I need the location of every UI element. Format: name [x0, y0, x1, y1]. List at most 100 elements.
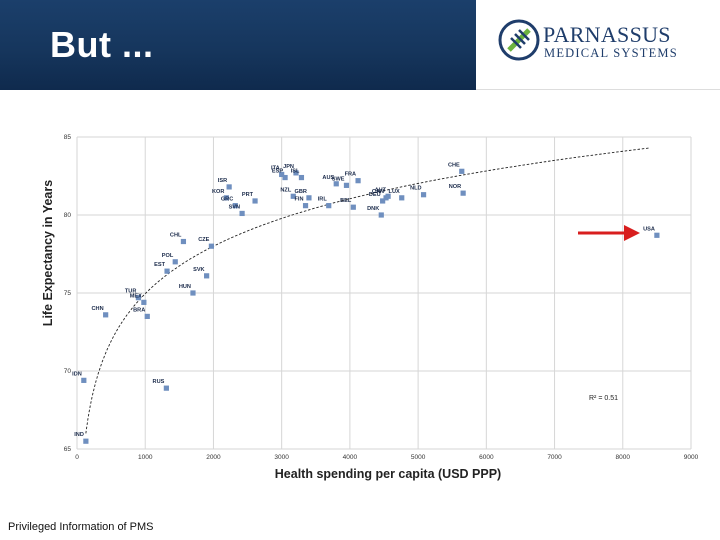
- data-point-fra: [355, 178, 361, 184]
- x-tick-label: 9000: [684, 454, 699, 461]
- point-label-chl: CHL: [170, 233, 182, 239]
- point-label-gbr: GBR: [295, 189, 307, 195]
- dna-helix-icon: [498, 19, 540, 61]
- title-banner: [0, 0, 476, 90]
- point-label-pol: POL: [162, 253, 174, 259]
- point-label-isl: ISL: [291, 169, 300, 175]
- point-label-swe: SWE: [332, 176, 345, 182]
- data-point-irl: [326, 203, 332, 209]
- point-label-fin: FIN: [295, 197, 304, 203]
- slide-title: But ...: [50, 24, 154, 65]
- data-point-nor: [460, 190, 466, 196]
- x-axis-label: Health spending per capita (USD PPP): [275, 467, 501, 481]
- x-tick-label: 5000: [411, 454, 426, 461]
- data-point-isl: [298, 174, 305, 181]
- trendline-layer: [85, 147, 651, 434]
- data-point-mex: [141, 299, 147, 305]
- footer-confidentiality: Privileged Information of PMS: [8, 521, 154, 533]
- gridlines: [76, 136, 692, 450]
- point-label-svn: SVN: [229, 204, 241, 210]
- point-label-deu: DEU: [369, 192, 381, 198]
- point-label-can: CAN: [372, 189, 384, 195]
- data-point-aut: [385, 193, 391, 199]
- data-point-nzl: [290, 193, 296, 199]
- point-label-irl: IRL: [318, 197, 328, 203]
- data-point-ita: [279, 171, 285, 178]
- data-point-deu: [380, 198, 386, 204]
- point-label-chn: CHN: [92, 306, 104, 312]
- point-label-grc: GRC: [221, 197, 233, 203]
- highlight-arrow: [578, 225, 640, 241]
- point-label-svk: SVK: [193, 267, 205, 273]
- point-label-idn: IDN: [72, 371, 82, 377]
- data-point-rus: [163, 385, 169, 391]
- data-point-svk: [204, 273, 210, 279]
- x-tick-label: 2000: [206, 454, 221, 461]
- point-label-aut: AUT: [375, 187, 387, 193]
- r-squared-annotation: R² = 0.51: [589, 395, 618, 402]
- data-point-usa: [654, 232, 660, 238]
- point-label-nld: NLD: [410, 186, 422, 192]
- x-tick-label: 7000: [547, 454, 562, 461]
- point-label-hun: HUN: [179, 284, 191, 290]
- point-label-ind: IND: [74, 432, 84, 438]
- y-tick-label: 85: [64, 134, 72, 141]
- point-label-esp: ESP: [272, 169, 283, 175]
- x-tick-label: 1000: [138, 454, 153, 461]
- y-tick-label: 70: [64, 368, 72, 375]
- data-point-chl: [180, 238, 187, 245]
- point-label-isr: ISR: [218, 178, 227, 184]
- data-points: [81, 168, 660, 444]
- data-point-cze: [208, 243, 214, 249]
- data-point-nld: [420, 192, 427, 198]
- data-point-grc: [232, 203, 238, 209]
- axes: 0 1000 2000 3000 4000 5000 6000 7000 8000 9000 65 7…: [64, 134, 699, 461]
- y-axis-label: Life Expectancy in Years: [41, 180, 55, 326]
- title-divider: [476, 89, 720, 90]
- point-label-bra: BRA: [133, 307, 145, 313]
- data-point-svn: [239, 210, 245, 217]
- data-point-che: [459, 168, 465, 174]
- y-tick-label: 75: [64, 290, 72, 297]
- data-point-ind: [83, 438, 89, 444]
- point-label-dnk: DNK: [367, 206, 379, 212]
- x-tick-label: 8000: [616, 454, 631, 461]
- data-point-chn: [103, 312, 109, 318]
- point-label-fra: FRA: [345, 172, 357, 178]
- data-point-jpn: [293, 170, 299, 176]
- point-label-usa: USA: [643, 226, 655, 232]
- data-point-isr: [226, 184, 232, 190]
- y-tick-label: 80: [64, 212, 72, 219]
- point-label-aus: AUS: [322, 175, 334, 181]
- data-point-bra: [144, 313, 150, 319]
- point-label-nzl: NZL: [280, 187, 291, 193]
- y-tick-label: 65: [64, 446, 72, 453]
- data-point-dnk: [378, 212, 384, 218]
- point-label-cze: CZE: [198, 237, 209, 243]
- x-tick-label: 0: [75, 454, 79, 461]
- data-point-lux: [399, 195, 405, 201]
- point-label-nor: NOR: [449, 184, 461, 190]
- point-label-tur: TUR: [125, 289, 137, 295]
- data-point-idn: [81, 377, 87, 383]
- x-tick-label: 4000: [343, 454, 358, 461]
- data-point-hun: [190, 290, 196, 296]
- point-label-jpn: JPN: [283, 164, 294, 170]
- point-label-kor: KOR: [212, 189, 224, 195]
- logo-wordmark: PARNASSUS: [543, 22, 671, 47]
- data-point-tur: [135, 295, 141, 301]
- data-point-bel: [350, 204, 356, 210]
- data-point-gbr: [306, 195, 312, 201]
- company-logo: PARNASSUS MEDICAL SYSTEMS: [497, 18, 697, 66]
- x-tick-label: 3000: [274, 454, 289, 461]
- point-label-che: CHE: [448, 162, 460, 168]
- data-point-esp: [282, 174, 288, 181]
- point-label-prt: PRT: [242, 192, 254, 198]
- point-label-rus: RUS: [153, 379, 165, 385]
- point-label-mex: MEX: [130, 293, 142, 299]
- x-tick-label: 6000: [479, 454, 494, 461]
- point-label-ita: ITA: [271, 165, 280, 171]
- data-point-est: [164, 268, 170, 274]
